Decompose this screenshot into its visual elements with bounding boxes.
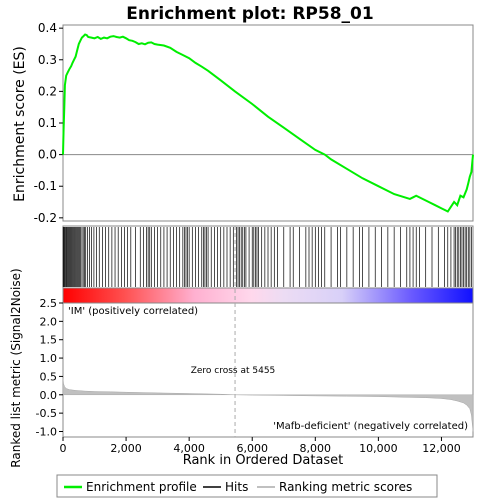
es-panel-frame [62, 24, 474, 222]
es-y-tick-label: 0.0 [38, 148, 57, 162]
ranking-metric-area [62, 378, 474, 432]
enrichment-profile-line [62, 33, 474, 213]
metric-y-tick-label: 2.5 [40, 297, 58, 310]
zero-cross-label: Zero cross at 5455 [191, 366, 276, 376]
hit-markers [62, 227, 472, 287]
x-tick-label: 10,000 [359, 442, 398, 455]
metric-y-axis: 2.5 2.0 1.5 1.0 0.5 0.0 -0.5 -1.0 [36, 297, 63, 438]
metric-y-tick-label: 0.5 [40, 370, 58, 383]
rank-color-bar [62, 287, 474, 304]
metric-y-tick-label: -1.0 [36, 425, 57, 438]
legend-metric-label: Ranking metric scores [279, 480, 412, 494]
x-tick-label: 6,000 [236, 442, 268, 455]
x-tick-label: 12,000 [422, 442, 461, 455]
metric-y-tick-label: 1.0 [40, 352, 58, 365]
legend-profile-label: Enrichment profile [86, 480, 197, 494]
x-tick-label: 2,000 [110, 442, 142, 455]
x-tick-label: 0 [60, 442, 67, 455]
es-y-axis-label: Enrichment score (ES) [12, 46, 28, 202]
metric-panel-frame [62, 302, 474, 438]
negative-class-label: 'Mafb-deficient' (negatively correlated) [273, 421, 468, 432]
x-tick-label: 4,000 [173, 442, 205, 455]
positive-class-label: 'IM' (positively correlated) [68, 306, 198, 317]
legend-box [56, 474, 438, 498]
x-tick-label: 8,000 [300, 442, 332, 455]
x-axis-label: Rank in Ordered Dataset [183, 453, 344, 468]
es-y-tick-label: 0.3 [38, 53, 57, 67]
es-y-tick-label: -0.1 [34, 179, 57, 193]
x-axis: 0 2,000 4,000 6,000 8,000 10,000 12,000 [60, 437, 461, 455]
metric-y-axis-label: Ranked list metric (Signal2Noise) [9, 268, 23, 467]
chart-title: Enrichment plot: RP58_01 [126, 4, 373, 24]
metric-y-tick-label: 2.0 [40, 315, 58, 328]
metric-y-tick-label: -0.5 [36, 407, 57, 420]
metric-y-tick-label: 0.0 [40, 389, 58, 402]
es-y-tick-label: 0.2 [38, 84, 57, 98]
legend-hits-label: Hits [225, 480, 248, 494]
es-y-tick-label: 0.1 [38, 116, 57, 130]
es-y-tick-label: -0.2 [34, 211, 57, 225]
es-y-axis: 0.4 0.3 0.2 0.1 0.0 -0.1 -0.2 [34, 21, 63, 225]
metric-y-tick-label: 1.5 [40, 334, 58, 347]
es-y-tick-label: 0.4 [38, 21, 57, 35]
